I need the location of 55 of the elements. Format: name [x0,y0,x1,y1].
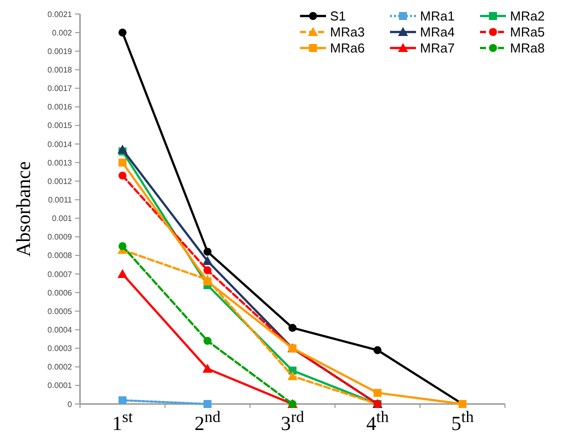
legend-label: MRa5 [510,24,545,40]
y-tick-label: 0.0006 [48,288,73,298]
x-tick-label: 4$^{th}$ [366,408,389,435]
legend-label: MRa8 [510,40,545,56]
y-tick-label: 0.0007 [48,270,73,279]
y-tick-label: 0.0017 [48,84,73,94]
x-tick-label: 5$^{th}$ [451,408,474,435]
point [202,364,212,373]
legend-label: MRa1 [420,8,455,24]
y-tick-label: 0.0002 [48,362,73,372]
y-tick-label: 0.0013 [48,158,73,168]
point [288,324,296,332]
point [204,400,212,408]
y-tick-label: 0.0014 [48,140,73,149]
y-tick-label: 0.0011 [48,196,73,205]
y-tick-label: 0.0021 [48,10,73,19]
point [118,242,126,250]
y-tick-label: 0 [68,400,73,409]
y-tick-label: 0.0004 [48,326,73,335]
x-tick-label: 3$^{rd}$ [280,408,304,435]
legend-label: MRa7 [420,40,455,56]
point [288,371,298,380]
y-tick-label: 0.0005 [48,306,73,316]
point [374,388,382,397]
legend-label: MRa2 [510,8,545,24]
y-tick-label: 0.002 [52,28,73,38]
y-tick-label: 0.0008 [48,251,73,260]
y-tick-label: 0.0003 [48,344,73,354]
legend-label: MRa4 [420,24,455,40]
y-tick-label: 0.0018 [48,66,73,75]
point [202,256,212,265]
point [118,396,126,404]
point [204,277,212,286]
point [204,248,212,256]
y-tick-label: 0.0019 [48,46,73,56]
legend-label: MRa6 [330,40,365,56]
point [118,144,128,154]
point [204,266,212,274]
point [118,269,128,278]
point [374,346,382,354]
y-tick-label: 0.0016 [48,102,73,112]
y-tick-label: 0.0009 [48,232,73,242]
legend-label: S1 [330,8,346,24]
point [204,336,212,345]
y-tick-label: 0.0015 [48,121,73,130]
y-tick-label: 0.001 [52,214,73,224]
x-tick-label: 2$^{nd}$ [194,408,220,435]
y-tick-label: 0.0012 [48,176,73,186]
y-tick-label: 0.0001 [48,381,73,390]
point [118,172,126,180]
point [118,28,126,37]
legend-label: MRa3 [330,24,365,40]
x-tick-label: 1$^{st}$ [112,408,134,435]
point [118,158,126,167]
y-axis-title: Absorbance [13,161,35,257]
